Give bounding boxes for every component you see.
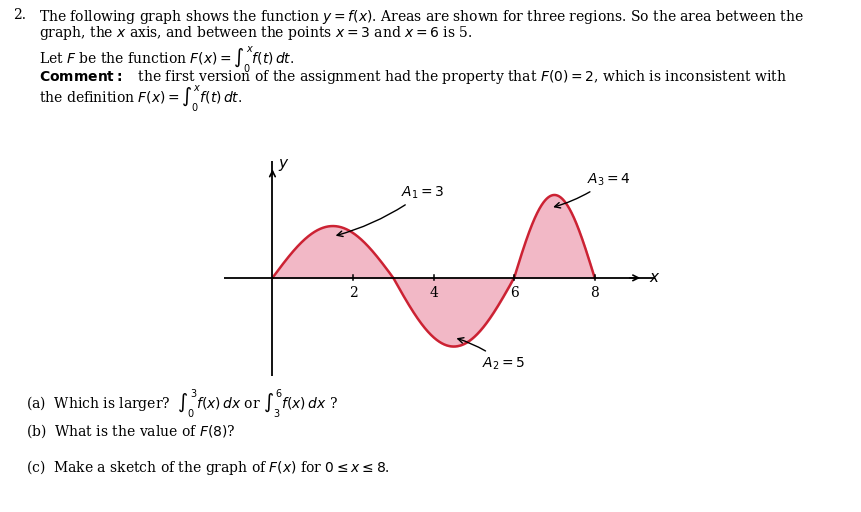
Text: 4: 4 <box>429 286 437 300</box>
Text: (b)  What is the value of $F(8)$?: (b) What is the value of $F(8)$? <box>26 422 235 440</box>
Text: 2.: 2. <box>13 8 26 22</box>
Text: $\mathbf{Comment:}$   the first version of the assignment had the property that : $\mathbf{Comment:}$ the first version of… <box>39 68 786 86</box>
Text: Let $F$ be the function $F(x) = \int_0^x f(t)\,dt.$: Let $F$ be the function $F(x) = \int_0^x… <box>39 45 294 75</box>
Text: The following graph shows the function $y = f(x)$. Areas are shown for three reg: The following graph shows the function $… <box>39 8 802 26</box>
Text: $A_2 = 5$: $A_2 = 5$ <box>457 338 524 372</box>
Text: $A_3 = 4$: $A_3 = 4$ <box>554 171 629 208</box>
Text: (a)  Which is larger?  $\int_0^3 f(x)\,dx$ or $\int_3^6 f(x)\,dx$ ?: (a) Which is larger? $\int_0^3 f(x)\,dx$… <box>26 387 338 419</box>
Text: 8: 8 <box>590 286 598 300</box>
Text: the definition $F(x) = \int_0^x f(t)\,dt.$: the definition $F(x) = \int_0^x f(t)\,dt… <box>39 84 242 114</box>
Text: $A_1 = 3$: $A_1 = 3$ <box>337 184 444 237</box>
Text: 2: 2 <box>348 286 357 300</box>
Text: (c)  Make a sketch of the graph of $F(x)$ for $0 \leq x \leq 8$.: (c) Make a sketch of the graph of $F(x)$… <box>26 458 389 477</box>
Text: $y$: $y$ <box>278 157 290 173</box>
Text: $x$: $x$ <box>648 271 660 285</box>
Text: graph, the $x$ axis, and between the points $x = 3$ and $x = 6$ is 5.: graph, the $x$ axis, and between the poi… <box>39 24 472 41</box>
Text: 6: 6 <box>509 286 518 300</box>
